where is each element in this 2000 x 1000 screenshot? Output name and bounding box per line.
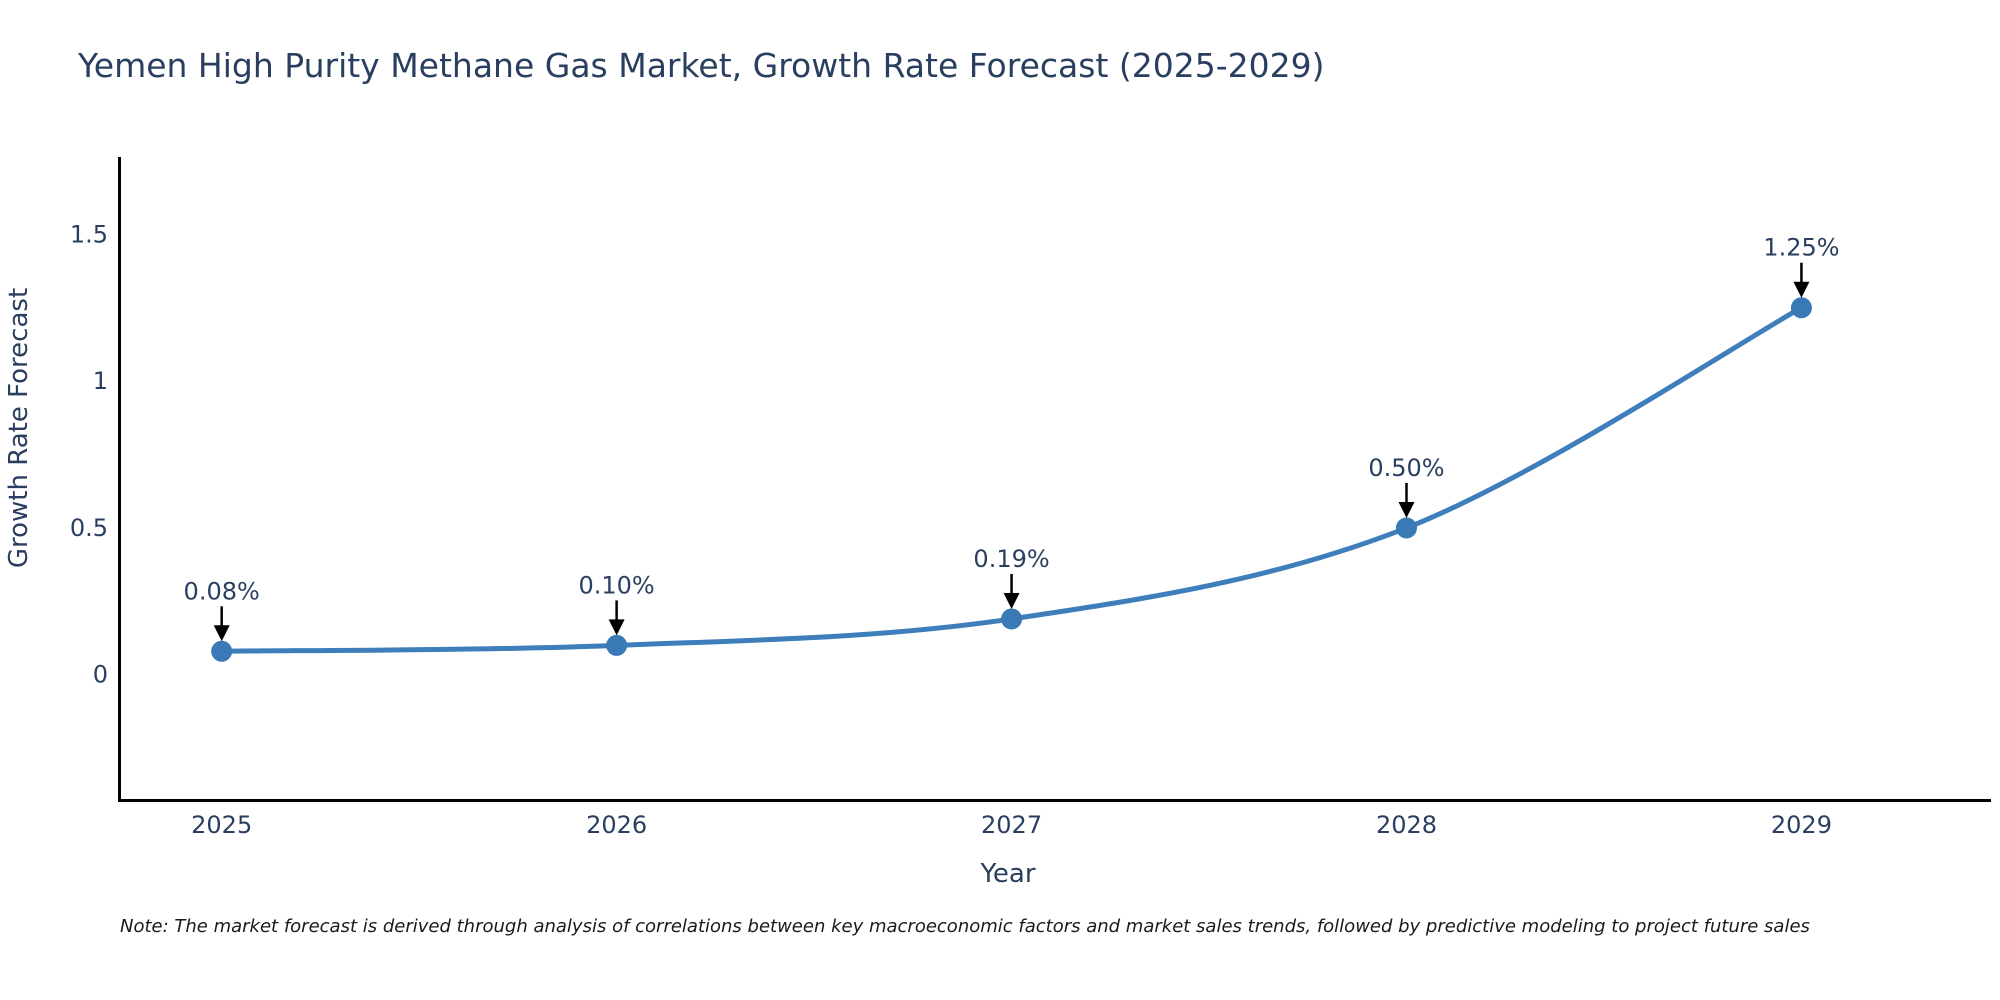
footnote: Note: The market forecast is derived thr…	[120, 916, 1810, 937]
x-tick-label: 2025	[191, 811, 252, 839]
y-tick-labels: 0 0.5 1 1.5	[70, 220, 108, 688]
annotation-arrowhead	[1398, 501, 1415, 518]
data-point-marker	[211, 640, 233, 662]
y-tick-label: 1.5	[70, 220, 108, 248]
chart-title: Yemen High Purity Methane Gas Market, Gr…	[78, 46, 1325, 85]
x-tick-labels: 2025 2026 2027 2028 2029	[191, 811, 1832, 839]
x-tick-label: 2028	[1376, 811, 1437, 839]
annotation-arrowhead	[608, 619, 625, 636]
x-axis-title: Year	[979, 859, 1035, 889]
annotation-arrowhead	[213, 625, 230, 642]
data-point-marker	[1001, 608, 1023, 630]
annotation-arrowhead	[1793, 281, 1810, 298]
data-point-marker	[606, 634, 628, 656]
series-layer	[211, 297, 1812, 662]
point-annotation-label: 1.25%	[1763, 234, 1839, 262]
point-annotation-label: 0.19%	[973, 545, 1049, 573]
y-axis-title: Growth Rate Forecast	[4, 288, 34, 568]
point-annotation-label: 0.10%	[578, 571, 654, 599]
y-tick-label: 0	[93, 661, 108, 689]
point-annotation-label: 0.50%	[1368, 454, 1444, 482]
y-tick-label: 1	[93, 367, 108, 395]
annotation-layer: 0.08% 0.10% 0.19% 0.50% 1.25%	[184, 234, 1840, 642]
data-point-marker	[1790, 297, 1812, 319]
point-annotation-label: 0.08%	[184, 577, 260, 605]
x-tick-label: 2026	[586, 811, 647, 839]
x-tick-label: 2027	[981, 811, 1042, 839]
data-point-marker	[1395, 517, 1417, 539]
y-tick-label: 0.5	[70, 514, 108, 542]
annotation-arrowhead	[1003, 592, 1020, 609]
x-tick-label: 2029	[1771, 811, 1832, 839]
